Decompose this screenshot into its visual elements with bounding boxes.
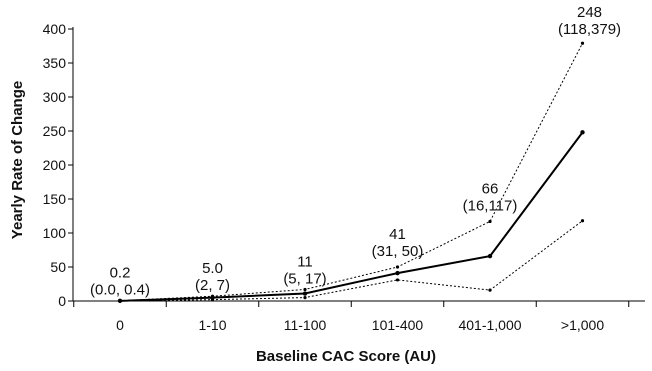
y-tick-label: 100: [43, 225, 67, 241]
data-point: [488, 219, 492, 224]
data-point: [303, 287, 307, 292]
data-point: [487, 253, 493, 259]
annotation-ci: (16,117): [463, 197, 518, 214]
annotation-value: 11: [297, 253, 313, 270]
x-tick-label: 1-10: [198, 317, 226, 333]
data-point: [210, 298, 215, 302]
annotation-ci: (118,379): [558, 21, 621, 38]
x-tick-label: >1,000: [561, 317, 604, 333]
data-point: [580, 219, 585, 223]
annotation-ci: (2, 7): [195, 277, 230, 294]
data-point: [580, 130, 585, 135]
ci-bound-line: [119, 43, 583, 302]
plot-area: 0 50 100 150 200 250 300 350 400 0 1-10 11-100 101-4…: [43, 4, 645, 333]
y-tick-label: 250: [43, 123, 67, 139]
annotation-ci: (31, 50): [372, 243, 424, 260]
data-point: [118, 299, 122, 303]
annotation-ci: (5, 17): [283, 270, 326, 287]
y-tick-label: 200: [43, 157, 67, 173]
data-point: [395, 278, 400, 282]
annotation-value: 0.2: [110, 265, 131, 282]
x-tick-label: 11-100: [284, 317, 327, 333]
y-axis-label: Yearly Rate of Change: [9, 81, 26, 239]
annotation-value: 66: [482, 180, 499, 197]
x-tick-label: 101-400: [372, 317, 424, 333]
data-point: [303, 296, 307, 300]
data-point: [210, 294, 215, 298]
y-tick-label: 400: [43, 21, 67, 37]
y-tick-label: 350: [43, 55, 67, 71]
y-tick-label: 300: [43, 89, 67, 105]
data-point: [488, 288, 492, 292]
annotation-value: 5.0: [202, 260, 223, 277]
data-point: [302, 291, 308, 296]
x-tick-label: 401-1,000: [458, 317, 521, 333]
annotation-value: 41: [389, 226, 406, 243]
data-point: [580, 41, 585, 45]
annotation-ci: (0.0, 0.4): [90, 282, 150, 299]
y-tick-label: 0: [58, 293, 66, 309]
estimate-line: [119, 131, 584, 302]
annotation-value: 248: [577, 4, 602, 21]
data-point: [395, 265, 400, 269]
data-point: [395, 270, 400, 276]
ci-bound-line: [119, 220, 583, 302]
x-tick-label: 0: [116, 317, 124, 333]
y-tick-label: 50: [50, 259, 66, 275]
y-tick-label: 150: [43, 191, 67, 207]
x-axis-label: Baseline CAC Score (AU): [256, 348, 436, 365]
